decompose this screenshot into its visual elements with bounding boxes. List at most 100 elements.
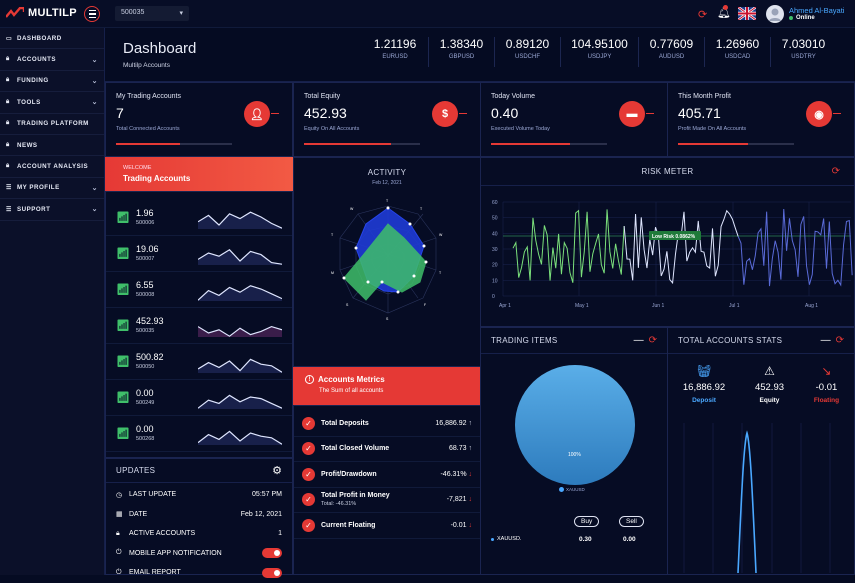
eye-icon[interactable]: ◉ bbox=[806, 101, 841, 127]
account-row[interactable]: 📶︎ 19.06 500007 bbox=[106, 236, 292, 272]
stat-floating: ↘ -0.01 Floating bbox=[814, 364, 839, 404]
sidebar-item-account-analysis[interactable]: 🔒︎ ACCOUNT ANALYSIS bbox=[0, 156, 104, 178]
uk-flag-icon[interactable] bbox=[737, 5, 757, 22]
x-tick-label: May 1 bbox=[575, 303, 589, 309]
bell-icon[interactable]: 🔔︎ bbox=[717, 5, 731, 19]
update-row: 🔒︎ ACTIVE ACCOUNTS 1 bbox=[106, 524, 292, 544]
wallet-icon[interactable]: ▬ bbox=[619, 101, 654, 127]
account-id: 500268 bbox=[136, 435, 155, 442]
update-value: 1 bbox=[278, 530, 282, 538]
metric-value: -0.01 bbox=[450, 521, 467, 529]
list-icon: ☰ bbox=[6, 185, 12, 192]
buy-button[interactable]: Buy bbox=[574, 516, 600, 527]
account-row[interactable]: 📶︎ 500.82 500050 bbox=[106, 344, 292, 380]
x-tick-label: Aug 1 bbox=[805, 303, 818, 309]
sidebar-item-trading-platform[interactable]: 🔒︎ TRADING PLATFORM bbox=[0, 114, 104, 135]
account-row[interactable]: 📶︎ 1.96 500006 bbox=[106, 200, 292, 236]
card-value: 0.40 bbox=[491, 105, 519, 121]
metric-row: ✓ Total Closed Volume 68.73 ↑ bbox=[294, 437, 480, 462]
ticker-bar: 1.21196 EURUSD 1.38340 GBPUSD 0.89120 USDCHF 1… bbox=[362, 37, 836, 67]
notification-toggle[interactable] bbox=[262, 548, 282, 559]
notification-toggle[interactable] bbox=[262, 567, 282, 578]
account-balance: 500.82 bbox=[136, 351, 164, 362]
update-row: ▦ DATE Feb 12, 2021 bbox=[106, 505, 292, 525]
gear-icon[interactable]: ⚙ bbox=[272, 465, 282, 477]
risk-badge bbox=[649, 231, 701, 240]
svg-text:S: S bbox=[386, 317, 389, 321]
trading-items-pie: 100% bbox=[515, 365, 635, 485]
account-id: 500008 bbox=[136, 291, 155, 298]
minimize-icon[interactable]: — bbox=[820, 335, 831, 346]
growth-chart-icon: 📶︎ bbox=[116, 248, 130, 260]
sidebar-item-dashboard[interactable]: ▭ DASHBOARD bbox=[0, 28, 104, 50]
metrics-title: Accounts Metrics bbox=[318, 375, 385, 384]
stat-value: -0.01 bbox=[815, 382, 838, 393]
sidebar-item-funding[interactable]: 🔒︎ FUNDING ⌄ bbox=[0, 71, 104, 93]
growth-chart-icon: 📶︎ bbox=[116, 284, 130, 296]
refresh-icon[interactable]: ⟳ bbox=[831, 166, 840, 177]
account-balance: 1.96 bbox=[136, 207, 154, 218]
accounts-list: 📶︎ 1.96 500006 📶︎ 19.06 500007 📶︎ 6.55 500008 📶︎ 4… bbox=[105, 191, 293, 458]
minimize-icon[interactable]: — bbox=[633, 335, 644, 346]
arrow-up-icon: ↑ bbox=[466, 419, 472, 427]
metric-value: -7,821 bbox=[446, 496, 467, 504]
sidebar-item-accounts[interactable]: 🔒︎ ACCOUNTS ⌄ bbox=[0, 49, 104, 71]
arrow-down-icon: ↓ bbox=[466, 521, 472, 529]
metrics-header: ! Accounts Metrics The Sum of all account… bbox=[293, 367, 481, 405]
clock-icon: ◷ bbox=[116, 491, 123, 499]
sidebar-item-my-profile[interactable]: ☰ MY PROFILE ⌄ bbox=[0, 178, 104, 200]
sidebar-item-support[interactable]: ☰ SUPPORT ⌄ bbox=[0, 199, 104, 221]
metric-value: 16,886.92 bbox=[435, 419, 467, 427]
sidebar-item-tools[interactable]: 🔒︎ TOOLS ⌄ bbox=[0, 92, 104, 114]
pie-legend: XAUUSD bbox=[559, 487, 585, 492]
card-title: Total Equity bbox=[304, 93, 341, 100]
refresh-icon[interactable]: ⟳ bbox=[698, 9, 708, 21]
y-tick-label: 40 bbox=[492, 231, 498, 237]
ticker-value: 1.21196 bbox=[373, 37, 417, 51]
account-row[interactable]: 📶︎ 452.93 500035 bbox=[106, 308, 292, 344]
metric-sub: Total: -46.31% bbox=[321, 501, 357, 508]
logo[interactable]: MULTILP bbox=[6, 7, 77, 19]
account-row[interactable]: 📶︎ 0.00 500268 bbox=[106, 416, 292, 452]
ticker-value: 1.38340 bbox=[439, 37, 484, 51]
lock-icon: 🔒︎ bbox=[6, 98, 10, 105]
user-status: Online bbox=[789, 15, 815, 21]
growth-chart-icon: 📶︎ bbox=[116, 356, 130, 368]
user-icon[interactable]: 👤︎ bbox=[244, 101, 279, 127]
sell-button[interactable]: Sell bbox=[619, 516, 644, 527]
ticker-audusd: 0.77609 AUDUSD bbox=[638, 37, 704, 67]
dollar-icon[interactable]: $ bbox=[432, 101, 467, 127]
refresh-icon[interactable]: ⟳ bbox=[648, 335, 657, 346]
svg-text:T: T bbox=[386, 199, 389, 203]
account-balance: 0.00 bbox=[136, 387, 154, 398]
calendar-icon: ▦ bbox=[116, 511, 123, 519]
card-subtitle: Equity On All Accounts bbox=[304, 126, 360, 132]
ticker-symbol: GBPUSD bbox=[448, 54, 475, 60]
arrow-down-icon: ↓ bbox=[466, 470, 472, 478]
account-balance: 6.55 bbox=[136, 279, 154, 290]
lock-icon: 🔒︎ bbox=[6, 163, 10, 170]
trading-item-symbol: XAUUSD. bbox=[491, 536, 521, 542]
stat-label: Equity bbox=[759, 397, 780, 404]
account-select[interactable]: 500035 ▾ bbox=[115, 6, 189, 21]
ticker-symbol: EURUSD bbox=[382, 54, 408, 60]
refresh-icon[interactable]: ⟳ bbox=[835, 335, 844, 346]
account-sparkline bbox=[198, 358, 282, 373]
sidebar-item-label: SUPPORT bbox=[17, 205, 51, 213]
ticker-value: 7.03010 bbox=[781, 37, 826, 51]
list-icon: ☰ bbox=[6, 206, 12, 213]
metric-label: Current Floating bbox=[321, 521, 376, 529]
account-row[interactable]: 📶︎ 0.00 500249 bbox=[106, 380, 292, 416]
menu-toggle-button[interactable] bbox=[84, 6, 100, 22]
basket-icon: 🧺︎ bbox=[696, 364, 712, 378]
x-tick-label: Jun 1 bbox=[652, 303, 664, 309]
account-id: 500007 bbox=[136, 255, 155, 262]
account-row[interactable]: 📶︎ 6.55 500008 bbox=[106, 272, 292, 308]
ticker-value: 104.95100 bbox=[571, 37, 628, 51]
account-sparkline bbox=[198, 394, 282, 409]
sidebar-item-news[interactable]: 🔒︎ NEWS bbox=[0, 135, 104, 157]
y-tick-label: 10 bbox=[492, 278, 498, 284]
avatar[interactable] bbox=[766, 5, 784, 23]
user-name[interactable]: Ahmed Al-Bayati bbox=[789, 6, 845, 15]
y-tick-label: 20 bbox=[492, 263, 498, 269]
